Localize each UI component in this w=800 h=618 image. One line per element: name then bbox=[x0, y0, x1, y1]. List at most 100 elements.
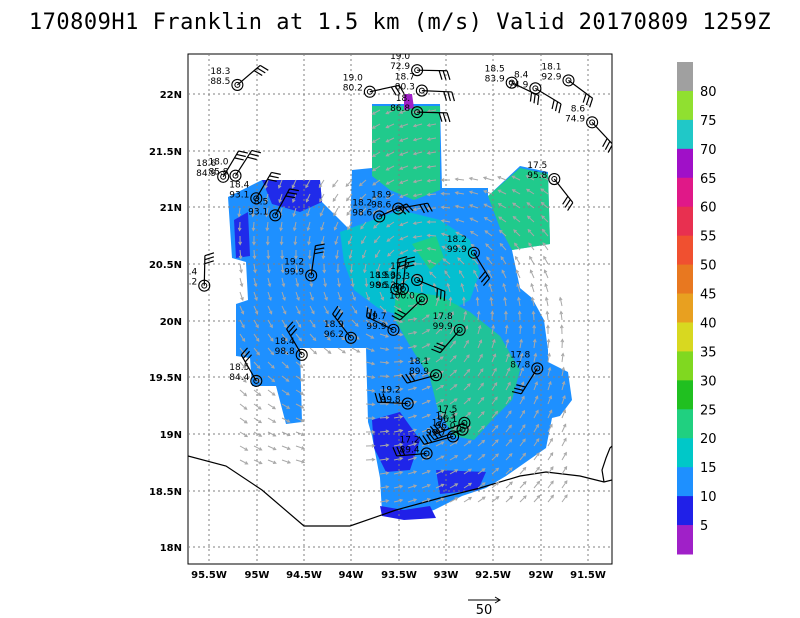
dropsonde-marker: 18.598.5 bbox=[369, 256, 408, 296]
wind-vector bbox=[281, 319, 287, 328]
wind-vector-head bbox=[426, 233, 431, 238]
wind-vector-head bbox=[508, 410, 512, 415]
wind-barb-flag bbox=[398, 85, 405, 94]
bullseye-inner bbox=[459, 426, 466, 433]
wind-vector-head bbox=[257, 406, 262, 410]
wind-vector-head bbox=[440, 455, 445, 459]
wind-vector bbox=[267, 277, 271, 287]
wind-vector bbox=[441, 233, 451, 237]
wind-vector-head bbox=[252, 255, 257, 260]
wind-vector-head bbox=[258, 447, 263, 451]
wind-vector-head bbox=[373, 239, 378, 244]
wind-vector bbox=[323, 319, 330, 328]
dropsonde-marker: 19.072.9 bbox=[390, 54, 451, 80]
wind-vector bbox=[267, 445, 276, 450]
x-tick-label: 94.5W bbox=[286, 570, 322, 581]
wind-vector-head bbox=[456, 244, 460, 249]
wind-barb-flag bbox=[249, 153, 259, 157]
wind-vector bbox=[399, 151, 409, 156]
dropsonde-label-line1: 17.3 bbox=[435, 412, 455, 422]
wind-vector-head bbox=[426, 343, 431, 347]
wind-vector bbox=[407, 318, 417, 321]
wind-vector-head bbox=[385, 195, 390, 199]
wind-vector bbox=[427, 165, 437, 168]
wind-vector-head bbox=[505, 338, 510, 343]
wind-barb-flag bbox=[427, 202, 433, 212]
wind-barb-staff bbox=[240, 354, 257, 382]
wind-vector bbox=[470, 231, 479, 237]
wind-vector-head bbox=[540, 188, 545, 192]
wind-vector-head bbox=[337, 283, 341, 288]
wind-vector bbox=[372, 179, 381, 186]
dropsonde-label-line1: 18. bbox=[396, 94, 410, 104]
wind-vector bbox=[435, 441, 444, 447]
wind-vector-head bbox=[444, 270, 448, 275]
wind-vector bbox=[514, 243, 521, 251]
dropsonde-label-line2: 89.9 bbox=[409, 367, 429, 377]
wind-vector-head bbox=[386, 238, 391, 242]
bullseye-outer bbox=[305, 269, 318, 282]
wind-vector bbox=[360, 221, 367, 230]
wind-vector bbox=[547, 452, 554, 461]
colorbar-label: 40 bbox=[700, 316, 717, 331]
wind-vector-head bbox=[426, 470, 431, 474]
wind-vector bbox=[407, 415, 417, 419]
wind-vector bbox=[413, 123, 423, 127]
wind-barb-flag bbox=[529, 92, 533, 102]
wind-vector-head bbox=[498, 229, 503, 234]
wind-vector-head bbox=[353, 310, 358, 315]
bullseye-outer bbox=[373, 210, 386, 223]
wind-vector bbox=[463, 497, 472, 503]
wind-vector-head bbox=[256, 351, 260, 356]
wind-vector bbox=[365, 347, 375, 352]
wind-barb-flag bbox=[332, 305, 339, 315]
wind-vector bbox=[435, 356, 444, 363]
wind-vector-head bbox=[563, 480, 568, 485]
wind-vector-head bbox=[508, 424, 512, 429]
wind-vector bbox=[413, 193, 423, 197]
y-tick-label: 19.5N bbox=[149, 373, 182, 384]
wind-vector-head bbox=[253, 269, 257, 274]
wind-barb-flag bbox=[443, 91, 448, 101]
wind-vector-head bbox=[385, 499, 390, 503]
wind-barb-flag bbox=[604, 141, 611, 150]
wind-vector-head bbox=[467, 411, 472, 416]
wind-vector bbox=[456, 231, 465, 237]
wind-vector-head bbox=[342, 349, 346, 354]
wind-vector-head bbox=[522, 481, 527, 485]
wind-barb-flag bbox=[401, 374, 408, 384]
dropsonde-label-line2: 89.4 bbox=[400, 445, 420, 455]
wind-vector-head bbox=[371, 457, 376, 462]
wind-vector-head bbox=[535, 409, 539, 414]
wind-vector-head bbox=[454, 177, 459, 182]
wind-vector bbox=[477, 440, 485, 447]
wind-vector bbox=[318, 179, 325, 188]
wind-barb-flag bbox=[426, 434, 433, 443]
wind-barb-staff bbox=[416, 279, 446, 292]
wind-vector bbox=[253, 389, 261, 396]
wind-vector-head bbox=[513, 229, 517, 234]
wind-vector bbox=[413, 274, 423, 279]
dropsonde-label-line2: 80.3 bbox=[395, 83, 415, 93]
dropsonde-label-line1: 18.7 bbox=[395, 73, 415, 83]
wind-vector-head bbox=[332, 198, 337, 202]
wind-vector bbox=[309, 291, 314, 301]
colorbar-segment bbox=[677, 264, 693, 295]
wind-vector-head bbox=[425, 314, 430, 318]
wind-barb-flag bbox=[391, 315, 401, 321]
colorbar-segment bbox=[677, 293, 693, 323]
wind-vector-head bbox=[345, 183, 350, 188]
dropsonde-marker: 18.86.8 bbox=[390, 94, 451, 123]
wind-vector bbox=[295, 277, 299, 287]
wind-vector bbox=[379, 458, 389, 461]
wind-vector bbox=[365, 375, 375, 379]
wind-vector-head bbox=[305, 184, 309, 189]
wind-vector-head bbox=[481, 482, 486, 486]
wind-vector-head bbox=[370, 348, 375, 352]
wind-vector-head bbox=[477, 324, 482, 329]
wind-vector-head bbox=[494, 410, 499, 415]
wind-vector bbox=[393, 457, 403, 461]
wind-vector bbox=[420, 283, 423, 293]
wind-vector bbox=[442, 246, 451, 251]
wind-vector bbox=[413, 207, 423, 211]
